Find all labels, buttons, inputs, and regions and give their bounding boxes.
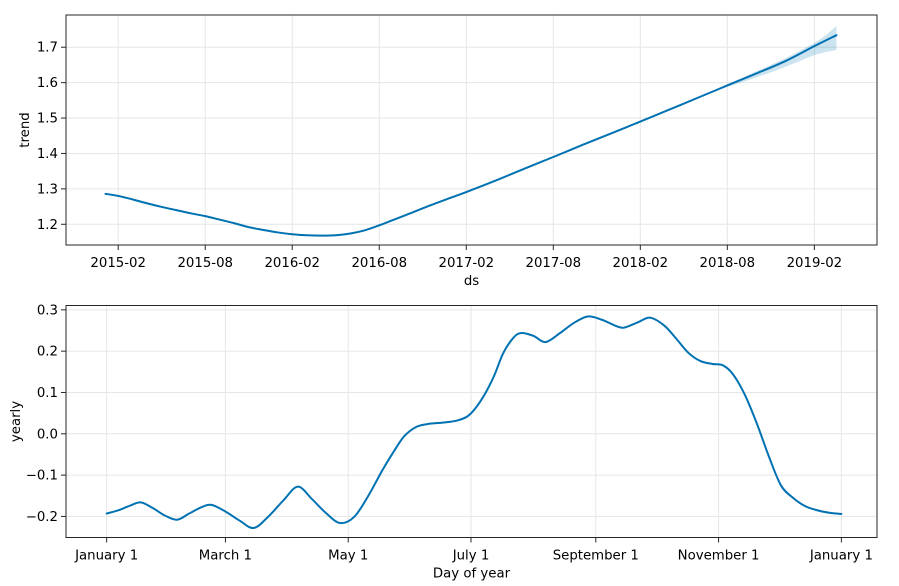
trend-line bbox=[104, 34, 838, 237]
x-tick-label: January 1 bbox=[809, 549, 873, 564]
y-tick-label: 1.6 bbox=[37, 76, 58, 91]
y-axis-label: yearly bbox=[9, 401, 24, 442]
x-axis-label: Day of year bbox=[433, 567, 511, 582]
y-tick-label: 1.3 bbox=[37, 182, 58, 197]
x-tick-label: March 1 bbox=[199, 549, 252, 564]
x-tick-label: 2018-02 bbox=[613, 256, 669, 271]
yearly-y-axis: −0.2 −0.1 0.0 0.1 0.2 0.3 bbox=[26, 303, 66, 525]
x-tick-label: January 1 bbox=[74, 549, 138, 564]
x-tick-label: 2017-02 bbox=[438, 256, 494, 271]
y-tick-label: 1.2 bbox=[37, 218, 58, 233]
y-tick-label: 0.1 bbox=[37, 386, 58, 401]
y-tick-label: 1.4 bbox=[37, 147, 58, 162]
y-tick-label: −0.1 bbox=[26, 469, 58, 484]
y-axis-label: trend bbox=[18, 112, 33, 147]
x-tick-label: 2015-02 bbox=[90, 256, 146, 271]
x-tick-label: July 1 bbox=[452, 549, 490, 564]
uncertainty-band bbox=[719, 25, 837, 89]
axes-frame bbox=[65, 14, 878, 246]
x-tick-label: 2016-02 bbox=[264, 256, 320, 271]
x-tick-label: 2018-08 bbox=[700, 256, 756, 271]
x-tick-label: September 1 bbox=[553, 549, 639, 564]
x-tick-label: 2015-08 bbox=[177, 256, 233, 271]
y-tick-label: 0.0 bbox=[37, 427, 58, 442]
trend-subplot: 2015-02 2015-08 2016-02 2016-08 2017-02 2017-… bbox=[18, 14, 878, 289]
y-tick-label: 1.7 bbox=[37, 41, 58, 56]
x-tick-label: May 1 bbox=[328, 549, 368, 564]
y-tick-label: 0.2 bbox=[37, 345, 58, 360]
yearly-subplot: January 1 March 1 May 1 July 1 September 1 No… bbox=[9, 303, 878, 582]
x-tick-label: 2017-08 bbox=[526, 256, 582, 271]
x-tick-label: 2019-02 bbox=[787, 256, 843, 271]
trend-y-axis: 1.2 1.3 1.4 1.5 1.6 1.7 bbox=[37, 41, 66, 233]
trend-grid bbox=[66, 15, 877, 245]
y-tick-label: −0.2 bbox=[26, 510, 58, 525]
y-tick-label: 0.3 bbox=[37, 303, 58, 318]
x-axis-label: ds bbox=[464, 274, 479, 289]
yearly-line bbox=[105, 315, 843, 530]
trend-x-axis: 2015-02 2015-08 2016-02 2016-08 2017-02 2017-… bbox=[90, 245, 842, 271]
yearly-grid bbox=[66, 305, 877, 538]
y-tick-label: 1.5 bbox=[37, 112, 58, 127]
x-tick-label: 2016-08 bbox=[351, 256, 407, 271]
x-tick-label: November 1 bbox=[678, 549, 760, 564]
yearly-x-axis: January 1 March 1 May 1 July 1 September 1 No… bbox=[74, 537, 873, 564]
